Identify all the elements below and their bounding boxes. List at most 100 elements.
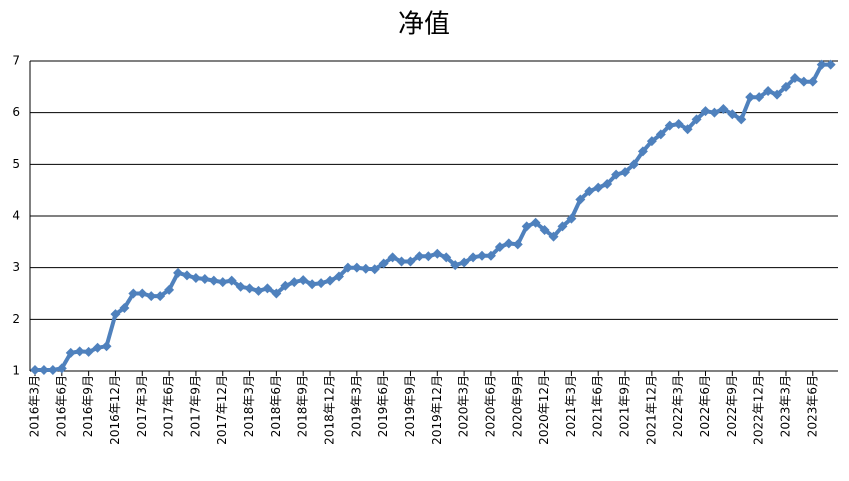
marker — [423, 251, 434, 262]
y-tick-label: 1 — [12, 364, 20, 378]
marker — [816, 59, 827, 70]
marker — [700, 106, 711, 117]
x-tick-label: 2019年9月 — [403, 375, 417, 437]
x-tick-label: 2018年3月 — [242, 375, 256, 437]
marker — [646, 136, 657, 147]
y-tick-label: 7 — [12, 54, 20, 68]
x-tick-label: 2020年9月 — [510, 375, 524, 437]
marker — [342, 262, 353, 273]
x-tick-label: 2018年9月 — [296, 375, 310, 437]
marker — [173, 267, 184, 278]
x-tick-label: 2019年3月 — [349, 375, 363, 437]
marker — [754, 92, 765, 103]
marker — [780, 81, 791, 92]
x-tick-label: 2017年12月 — [215, 375, 229, 445]
x-tick-label: 2018年6月 — [269, 375, 283, 437]
marker — [655, 129, 666, 140]
marker — [155, 291, 166, 302]
marker — [628, 159, 639, 170]
x-tick-label: 2022年12月 — [752, 375, 766, 445]
marker — [494, 242, 505, 252]
marker — [441, 252, 452, 263]
x-tick-label: 2017年6月 — [162, 375, 176, 437]
marker — [289, 277, 300, 288]
marker — [181, 270, 192, 281]
marker — [745, 92, 756, 103]
marker — [38, 364, 49, 375]
marker — [468, 252, 479, 263]
marker — [253, 285, 264, 296]
marker — [316, 278, 327, 289]
marker — [119, 302, 130, 313]
marker — [682, 124, 693, 135]
marker — [307, 279, 318, 290]
marker — [503, 238, 514, 249]
marker — [92, 342, 103, 353]
x-tick-label: 2022年9月 — [725, 375, 739, 437]
x-tick-label: 2019年6月 — [376, 375, 390, 437]
marker — [298, 275, 309, 286]
marker — [664, 120, 675, 131]
marker — [244, 283, 255, 294]
x-tick-label: 2016年3月 — [28, 375, 42, 437]
y-tick-label: 6 — [12, 105, 20, 119]
marker — [602, 178, 613, 189]
marker — [637, 146, 648, 157]
x-tick-label: 2016年12月 — [108, 375, 122, 445]
marker — [199, 274, 210, 285]
marker — [548, 231, 559, 242]
x-tick-label: 2021年6月 — [591, 375, 605, 437]
y-tick-label: 2 — [12, 312, 20, 326]
marker — [101, 341, 112, 352]
marker — [369, 264, 380, 275]
marker — [450, 260, 461, 271]
x-tick-label: 2019年12月 — [430, 375, 444, 445]
marker — [333, 271, 344, 282]
marker — [459, 257, 470, 268]
marker — [226, 275, 237, 286]
marker — [83, 346, 94, 357]
marker — [530, 217, 541, 228]
marker — [691, 114, 702, 125]
x-tick-label: 2022年6月 — [698, 375, 712, 437]
marker — [271, 288, 282, 299]
marker — [727, 109, 738, 120]
marker — [709, 107, 720, 118]
marker — [593, 182, 604, 193]
marker — [566, 213, 577, 224]
x-tick-label: 2021年12月 — [644, 375, 658, 445]
marker — [539, 224, 550, 235]
marker — [360, 263, 371, 274]
marker — [575, 194, 586, 205]
marker — [137, 288, 148, 299]
marker — [718, 104, 729, 115]
x-tick-label: 2020年12月 — [537, 375, 551, 445]
marker — [477, 250, 487, 261]
marker — [30, 364, 40, 375]
marker — [611, 169, 622, 180]
x-tick-label: 2018年12月 — [323, 375, 337, 445]
x-tick-label: 2022年3月 — [671, 375, 685, 437]
marker — [825, 59, 836, 70]
y-tick-label: 3 — [12, 260, 20, 274]
y-tick-label: 5 — [12, 157, 20, 171]
marker — [351, 262, 362, 273]
x-tick-label: 2021年3月 — [564, 375, 578, 437]
x-tick-label: 2023年6月 — [805, 375, 819, 437]
marker — [673, 119, 684, 130]
x-tick-label: 2017年3月 — [135, 375, 149, 437]
x-tick-label: 2017年9月 — [188, 375, 202, 437]
marker — [485, 250, 496, 261]
marker — [432, 248, 443, 259]
x-tick-label: 2016年6月 — [54, 375, 68, 437]
marker — [208, 275, 219, 286]
marker — [807, 76, 818, 87]
marker — [280, 280, 291, 291]
marker — [128, 288, 139, 299]
marker — [217, 277, 228, 288]
marker — [74, 346, 85, 357]
marker — [378, 258, 389, 269]
marker — [620, 167, 631, 178]
